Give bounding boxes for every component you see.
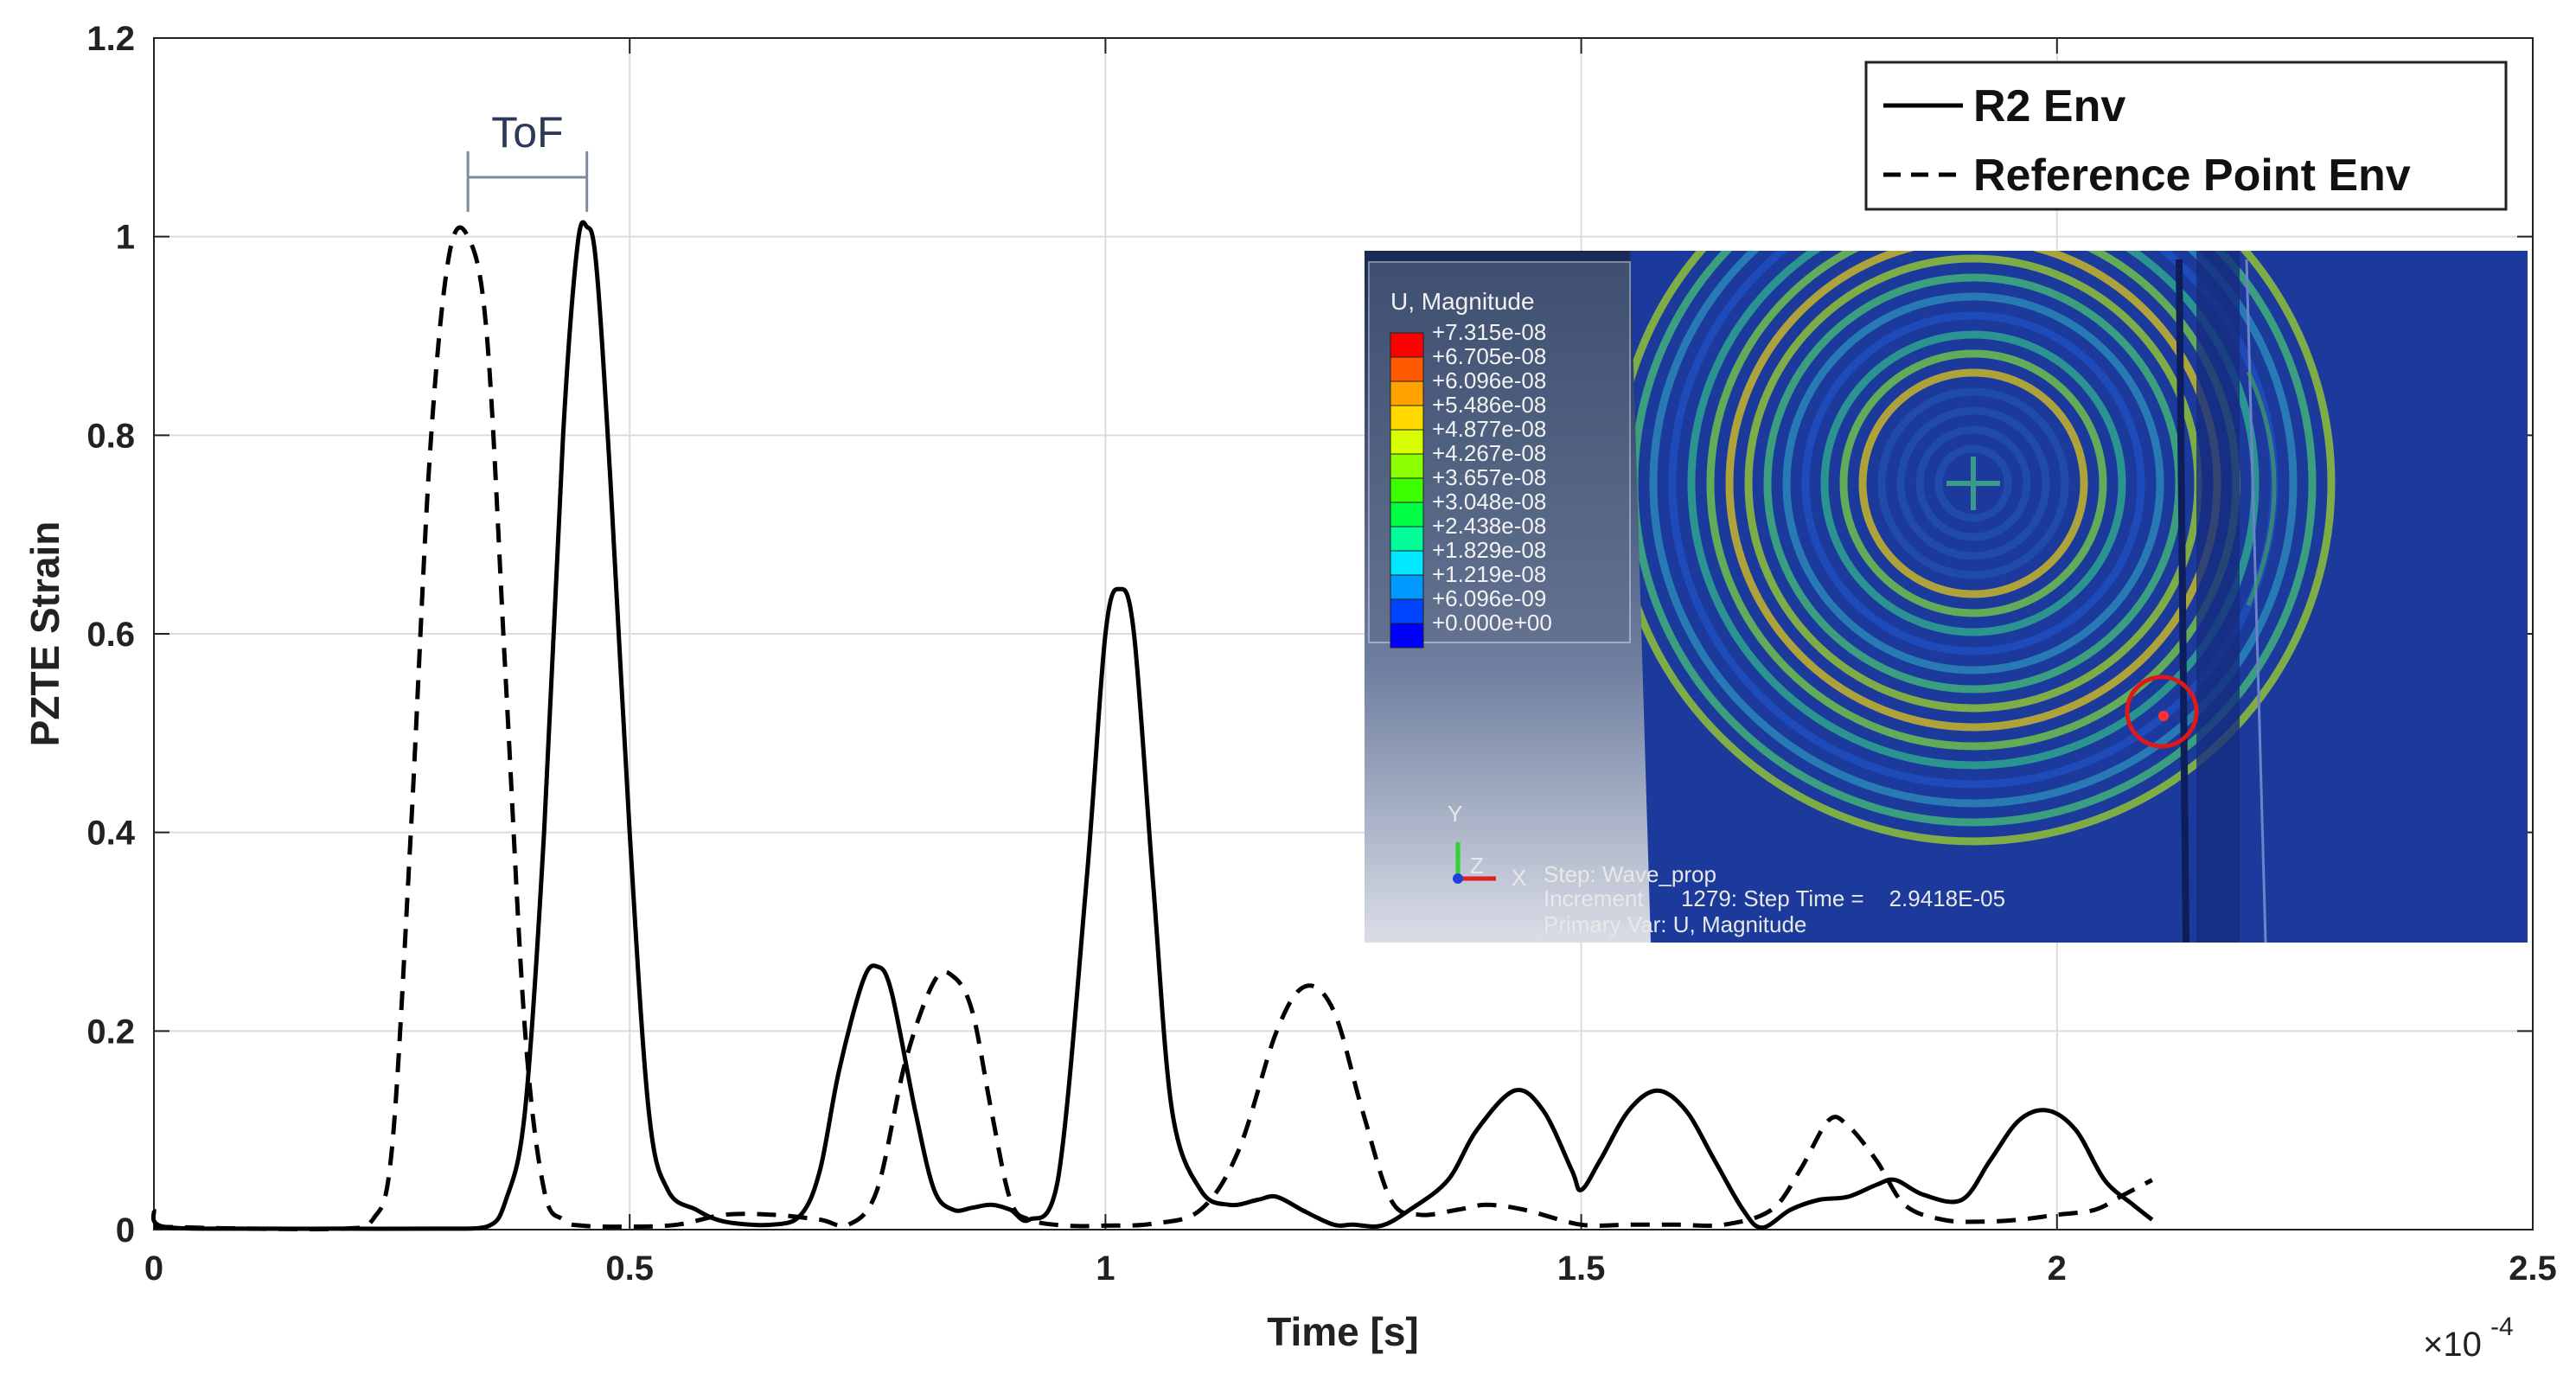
colorbar-swatch [1390, 477, 1424, 503]
x-exponent-power: -4 [2490, 1313, 2514, 1341]
source-marker [1946, 457, 2000, 510]
simulation-inset: U, Magnitude +7.315e-08 +6.705e-08 +6.09… [1365, 251, 2528, 943]
contour-legend: U, Magnitude +7.315e-08 +6.705e-08 +6.09… [1368, 261, 1631, 649]
y-axis-label: PZTE Strain [22, 521, 67, 747]
series-line-reference-point-env [153, 225, 2153, 1231]
colorbar-label: +6.096e-09 [1432, 585, 1546, 611]
colorbar-swatch [1390, 453, 1424, 479]
x-tick-label: 1.5 [1557, 1250, 1606, 1288]
stiffener-edge [2176, 259, 2189, 943]
step-line: Step: Wave_prop [1544, 861, 1716, 887]
y-tick-label: 0.6 [86, 616, 135, 654]
colorbar-label: +3.048e-08 [1432, 489, 1546, 515]
colorbar [1390, 332, 1424, 649]
wave-ring [1896, 406, 2050, 560]
contour-legend-title: U, Magnitude [1390, 288, 1535, 315]
colorbar-label: +7.315e-08 [1432, 319, 1546, 345]
x-tick-label: 1 [1096, 1250, 1115, 1288]
x-axis-label: Time [s] [1267, 1309, 1419, 1354]
colorbar-swatch [1390, 598, 1424, 624]
wave-ring [1877, 387, 2069, 579]
wave-ring [1630, 251, 2336, 846]
colorbar-label: +1.829e-08 [1432, 537, 1546, 563]
colorbar-label: +4.267e-08 [1432, 440, 1546, 466]
colorbar-label: +6.096e-08 [1432, 368, 1546, 393]
y-tick-label: 0.4 [86, 815, 135, 853]
wave-ring [1801, 311, 2145, 655]
colorbar-swatch [1390, 526, 1424, 552]
colorbar-swatch [1390, 332, 1424, 358]
colorbar-labels: +7.315e-08 +6.705e-08 +6.096e-08 +5.486e… [1432, 319, 1552, 636]
triad-x-label: X [1512, 865, 1526, 891]
y-tick-labels: 0 0.2 0.4 0.6 0.8 1 1.2 [86, 20, 135, 1250]
colorbar-label: +0.000e+00 [1432, 610, 1552, 636]
legend-box [1864, 61, 2508, 211]
y-tick-label: 1.2 [86, 20, 135, 58]
colorbar-swatch [1390, 502, 1424, 527]
legend: R2 Env Reference Point Env [1864, 61, 2508, 211]
reflected-wave [2246, 370, 2277, 606]
wave-ring [1915, 425, 2031, 541]
x-tick-label: 2.5 [2509, 1250, 2557, 1288]
x-tick-label: 0 [144, 1250, 163, 1288]
wave-ring [1782, 292, 2164, 674]
y-tick-label: 0 [116, 1211, 135, 1250]
colorbar-swatch [1390, 429, 1424, 455]
colorbar-label: +6.705e-08 [1432, 343, 1546, 369]
increment-line: Increment 1279: Step Time = 2.9418E-05 [1544, 885, 2005, 911]
wave-ring [1858, 368, 2088, 598]
colorbar-label: +5.486e-08 [1432, 392, 1546, 418]
colorbar-swatch [1390, 550, 1424, 576]
x-tick-labels: 0 0.5 1 1.5 2 2.5 [144, 1250, 2557, 1288]
series-line-r2-env [150, 220, 2154, 1231]
colorbar-label: +1.219e-08 [1432, 561, 1546, 587]
legend-entry-reference-point-env: Reference Point Env [1973, 150, 2411, 201]
tof-label: ToF [491, 108, 563, 157]
colorbar-label: +4.877e-08 [1432, 416, 1546, 442]
colorbar-label: +3.657e-08 [1432, 464, 1546, 490]
y-tick-label: 0.8 [86, 417, 135, 455]
wave-ring [1934, 444, 2012, 522]
y-tick-label: 0.2 [86, 1013, 135, 1051]
colorbar-label: +2.438e-08 [1432, 513, 1546, 539]
x-exponent-base: ×10 [2423, 1326, 2482, 1364]
axis-triad: Y Z X [1448, 801, 1526, 891]
triad-z-dot [1453, 873, 1463, 884]
legend-entry-r2-env: R2 Env [1973, 81, 2125, 131]
triad-z-label: Z [1470, 853, 1484, 879]
stiffener-shadow [2196, 251, 2240, 943]
y-tick-label: 1 [116, 219, 135, 257]
tof-annotation: ToF [466, 108, 589, 212]
primary-var-line: Primary Var: U, Magnitude [1544, 911, 1806, 937]
wave-ring [1687, 251, 2260, 770]
colorbar-swatch [1390, 356, 1424, 382]
colorbar-swatch [1390, 574, 1424, 600]
x-tick-label: 0.5 [605, 1250, 654, 1288]
triad-y-label: Y [1448, 801, 1462, 827]
x-tick-label: 2 [2048, 1250, 2067, 1288]
colorbar-swatch [1390, 405, 1424, 431]
step-info: Step: Wave_prop Increment 1279: Step Tim… [1544, 861, 2005, 937]
sensor-highlight-circle [2125, 674, 2199, 749]
colorbar-swatch [1390, 623, 1424, 649]
x-exponent: ×10 -4 [2423, 1313, 2514, 1364]
wave-ring [1649, 251, 2298, 808]
colorbar-swatch [1390, 380, 1424, 406]
wave-ring [1839, 349, 2107, 617]
wave-ring [1820, 330, 2126, 636]
sensor-point [2158, 711, 2169, 721]
